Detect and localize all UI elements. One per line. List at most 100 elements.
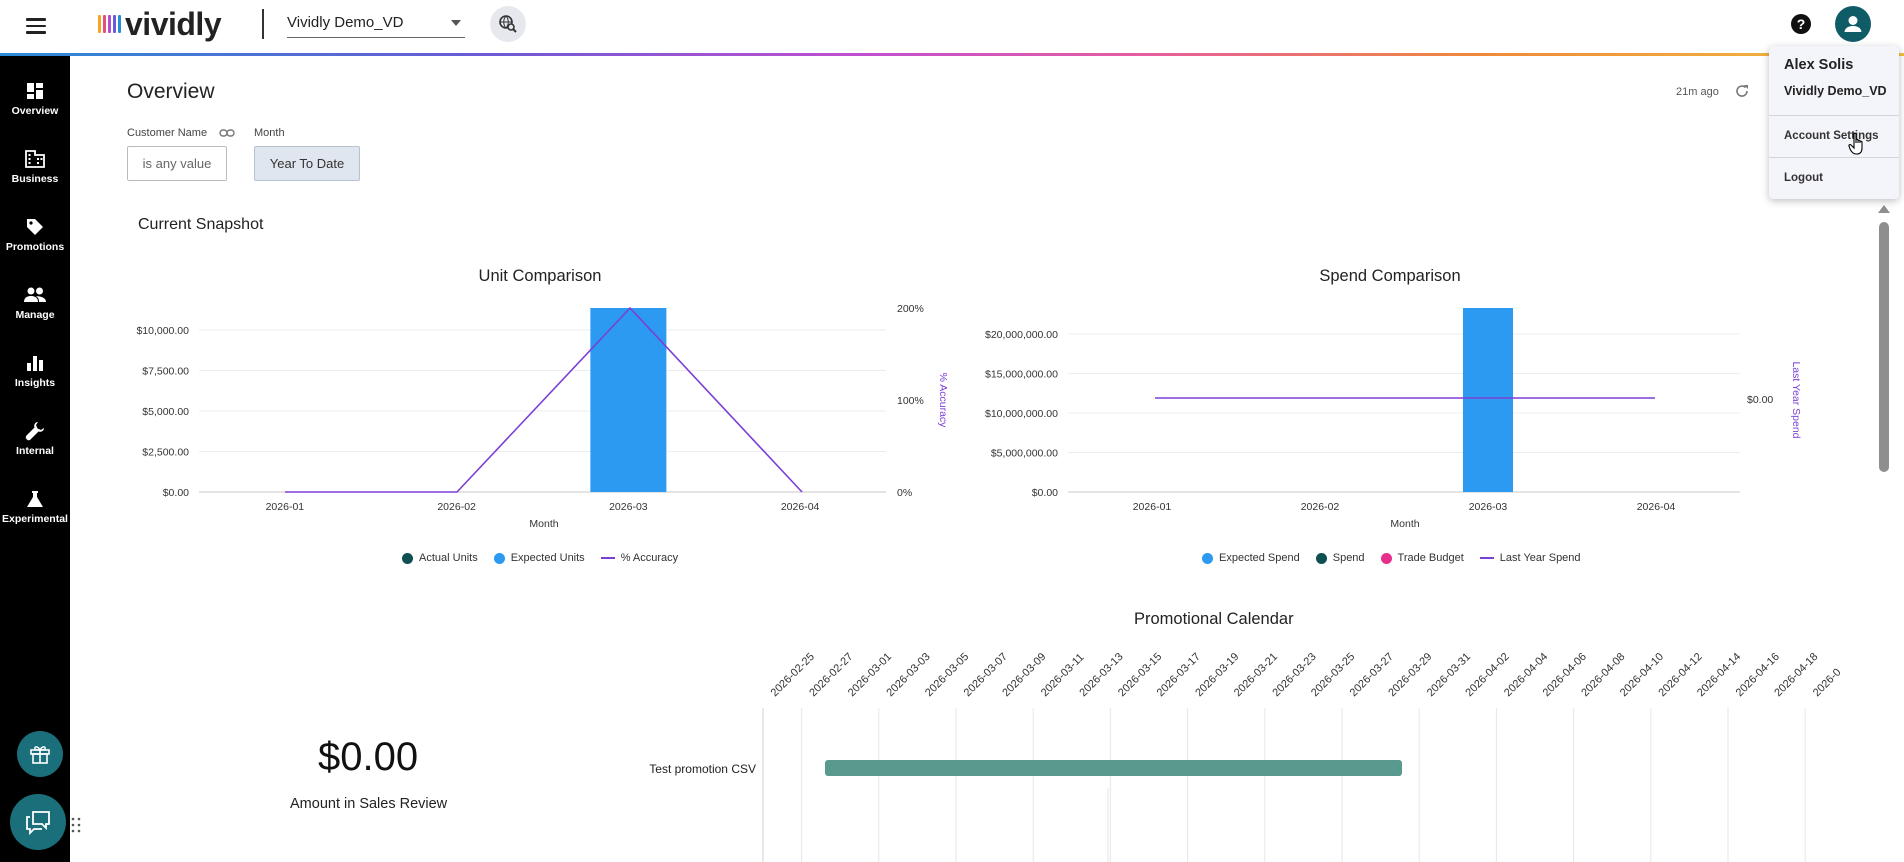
user-menu: Alex Solis Vividly Demo_VD Account Setti… (1769, 46, 1899, 199)
x-tick-label: 2026-02 (437, 501, 476, 513)
y-tick-label: $15,000,000.00 (985, 369, 1058, 381)
sidebar-item-label: Manage (15, 309, 55, 321)
bar-chart-icon (24, 352, 46, 374)
spend-chart-legend: Expected Spend Spend Trade Budget Last Y… (1202, 552, 1581, 564)
people-icon (24, 284, 46, 306)
legend-item[interactable]: Expected Units (493, 552, 585, 564)
y-tick-label: $0.00 (1032, 487, 1058, 499)
sidebar-item-label: Promotions (5, 241, 65, 253)
gift-button[interactable] (17, 731, 63, 777)
sidebar-item-label: Insights (14, 377, 56, 389)
sidebar-item-insights[interactable]: Insights (0, 352, 70, 408)
legend-label: % Accuracy (620, 552, 679, 564)
y2-tick-label: $0.00 (1747, 394, 1773, 406)
spend-comparison-title: Spend Comparison (1319, 267, 1461, 285)
sidebar-item-label: Overview (11, 105, 59, 117)
y2-tick-label: 0% (897, 487, 912, 499)
account-selector[interactable]: Vividly Demo_VD (287, 10, 465, 38)
legend-swatch (600, 557, 615, 559)
month-filter[interactable]: Year To Date (254, 146, 360, 181)
legend-item[interactable]: Expected Spend (1202, 552, 1300, 564)
legend-item[interactable]: Last Year Spend (1479, 552, 1581, 564)
header-accent-bar (0, 53, 1904, 56)
legend-swatch (493, 552, 505, 564)
y-tick-label: $5,000.00 (142, 406, 189, 418)
chevron-down-icon (451, 20, 461, 26)
user-avatar-button[interactable] (1835, 6, 1871, 42)
legend-label: Expected Spend (1219, 552, 1300, 564)
hand-cursor-icon (1848, 132, 1863, 155)
drag-handle-icon[interactable] (71, 816, 81, 834)
x-axis-label: Month (529, 518, 558, 530)
user-org: Vividly Demo_VD (1784, 84, 1887, 98)
account-selector-value: Vividly Demo_VD (287, 14, 404, 31)
x-tick-label: 2026-01 (1133, 501, 1172, 513)
logout-menu-item[interactable]: Logout (1784, 172, 1823, 184)
legend-label: Trade Budget (1397, 552, 1464, 564)
person-icon (1844, 16, 1862, 32)
top-bar: vividly Vividly Demo_VD ? (0, 0, 1904, 53)
sidebar-item-label: Internal (16, 445, 54, 457)
y2-tick-label: 200% (897, 303, 924, 315)
series-line (285, 306, 803, 493)
legend-item[interactable]: % Accuracy (600, 552, 679, 564)
sidebar: Overview Business Promotions Manage Insi… (0, 56, 70, 862)
chat-button[interactable] (10, 794, 66, 850)
legend-label: Expected Units (510, 552, 585, 564)
x-tick-label: 2026-04 (1637, 501, 1676, 513)
legend-item[interactable]: Actual Units (402, 552, 478, 564)
help-icon[interactable]: ? (1791, 14, 1811, 34)
legend-swatch (402, 552, 413, 564)
refresh-icon[interactable] (1734, 83, 1750, 99)
promotion-bar (825, 760, 1402, 776)
y2-axis-label: Last Year Spend (1790, 361, 1802, 438)
sales-review-label: Amount in Sales Review (290, 796, 448, 812)
sidebar-item-experimental[interactable]: Experimental (0, 488, 70, 544)
logo-divider (262, 9, 264, 39)
promotional-calendar-title: Promotional Calendar (1134, 610, 1294, 628)
last-updated-text: 21m ago (1676, 86, 1719, 98)
sidebar-item-manage[interactable]: Manage (0, 284, 70, 340)
customer-name-filter-label: Customer Name (127, 127, 208, 139)
legend-swatch (1479, 557, 1494, 559)
menu-divider (1769, 157, 1899, 158)
customer-name-filter[interactable]: is any value (127, 146, 227, 181)
page-title: Overview (127, 80, 215, 103)
logo-text: vividly (125, 5, 222, 42)
y2-axis-label: % Accuracy (937, 373, 949, 429)
y-tick-label: $2,500.00 (142, 447, 189, 459)
hamburger-menu-icon[interactable] (24, 14, 48, 38)
legend-item[interactable]: Spend (1315, 552, 1365, 564)
legend-swatch (1202, 552, 1213, 564)
logo-bar (103, 15, 106, 33)
chat-icon (26, 811, 50, 836)
month-filter-label: Month (254, 127, 285, 139)
scrollbar-thumb[interactable] (1879, 222, 1889, 472)
y-tick-label: $7,500.00 (142, 366, 189, 378)
sidebar-item-business[interactable]: Business (0, 148, 70, 204)
y-tick-label: $10,000,000.00 (985, 408, 1058, 420)
logo-bar (98, 15, 101, 33)
legend-swatch (1380, 552, 1392, 564)
y-tick-label: $0.00 (163, 487, 189, 499)
legend-item[interactable]: Trade Budget (1380, 552, 1464, 564)
sidebar-item-promotions[interactable]: Promotions (0, 216, 70, 272)
sidebar-item-overview[interactable]: Overview (0, 80, 70, 136)
legend-label: Actual Units (419, 552, 478, 564)
global-search-button[interactable] (490, 6, 526, 42)
gift-icon (30, 746, 50, 764)
scroll-up-arrow[interactable] (1878, 205, 1890, 213)
search-globe-icon (499, 15, 517, 33)
link-icon[interactable] (219, 128, 235, 138)
logo-bar (118, 15, 121, 33)
sidebar-item-internal[interactable]: Internal (0, 420, 70, 476)
vividly-logo[interactable]: vividly (98, 5, 222, 42)
tag-icon (24, 216, 46, 238)
sidebar-item-label: Experimental (2, 513, 68, 525)
section-title: Current Snapshot (138, 216, 264, 233)
y-tick-label: $20,000,000.00 (985, 329, 1058, 341)
